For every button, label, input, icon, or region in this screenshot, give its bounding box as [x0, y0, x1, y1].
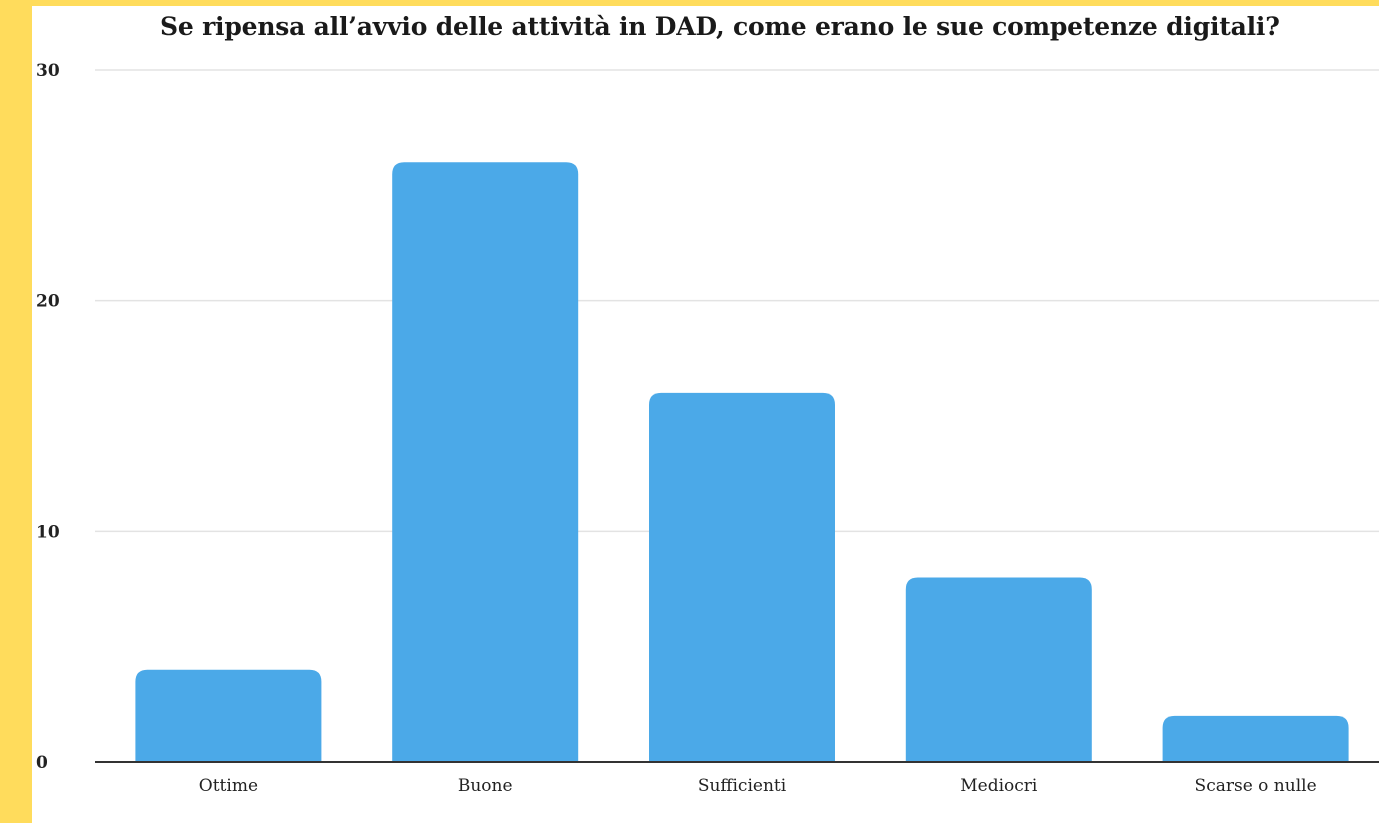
- bars: [135, 162, 1349, 762]
- left-border-decoration: [0, 0, 32, 823]
- y-tick-label-10: 10: [36, 522, 60, 542]
- y-tick-label-30: 30: [36, 61, 60, 81]
- x-category-labels: Ottime Buone Sufficienti Mediocri Scarse o n…: [199, 776, 1317, 796]
- top-border-decoration: [0, 0, 1379, 6]
- bar-sufficienti: [649, 392, 835, 762]
- y-tick-label-20: 20: [36, 292, 60, 312]
- y-tick-label-0: 0: [36, 753, 48, 773]
- y-tick-labels: 0 10 20 30: [36, 61, 60, 773]
- x-tick-label-buone: Buone: [458, 776, 513, 796]
- chart-title: Se ripensa all’avvio delle attività in D…: [160, 12, 1280, 41]
- bar-mediocri: [905, 577, 1092, 762]
- bar-ottime: [135, 669, 322, 762]
- bar-buone: [392, 162, 579, 762]
- bar-scarse-o-nulle: [1162, 715, 1349, 762]
- x-tick-label-ottime: Ottime: [199, 776, 258, 796]
- x-tick-label-sufficienti: Sufficienti: [698, 776, 787, 796]
- x-tick-label-scarse-o-nulle: Scarse o nulle: [1195, 776, 1317, 796]
- x-tick-label-mediocri: Mediocri: [960, 776, 1038, 796]
